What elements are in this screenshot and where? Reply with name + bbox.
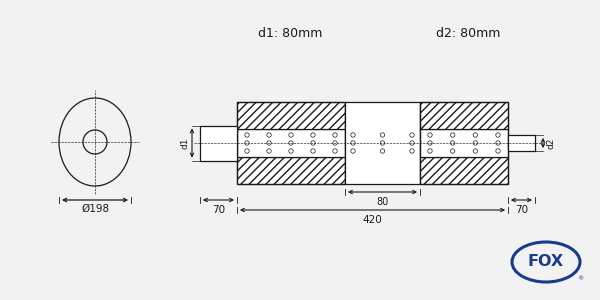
Bar — [508, 135, 535, 151]
Bar — [200, 125, 237, 160]
Text: 80: 80 — [376, 197, 389, 207]
Bar — [420, 157, 508, 184]
Text: 70: 70 — [515, 205, 528, 215]
Text: d1: 80mm: d1: 80mm — [258, 27, 322, 40]
Text: 420: 420 — [362, 215, 382, 225]
Bar — [420, 129, 508, 157]
Bar — [237, 129, 345, 157]
Bar — [420, 102, 508, 129]
Text: Ø198: Ø198 — [81, 204, 109, 214]
Text: FOX: FOX — [528, 254, 564, 268]
Text: d2: 80mm: d2: 80mm — [436, 27, 500, 40]
Bar — [420, 102, 508, 184]
Text: 70: 70 — [212, 205, 225, 215]
Bar — [237, 157, 345, 184]
Text: d1: d1 — [180, 137, 189, 149]
Bar — [237, 102, 345, 129]
Text: ®: ® — [577, 277, 583, 281]
Bar — [345, 102, 420, 184]
Text: d2: d2 — [546, 137, 555, 149]
Bar — [237, 102, 345, 184]
